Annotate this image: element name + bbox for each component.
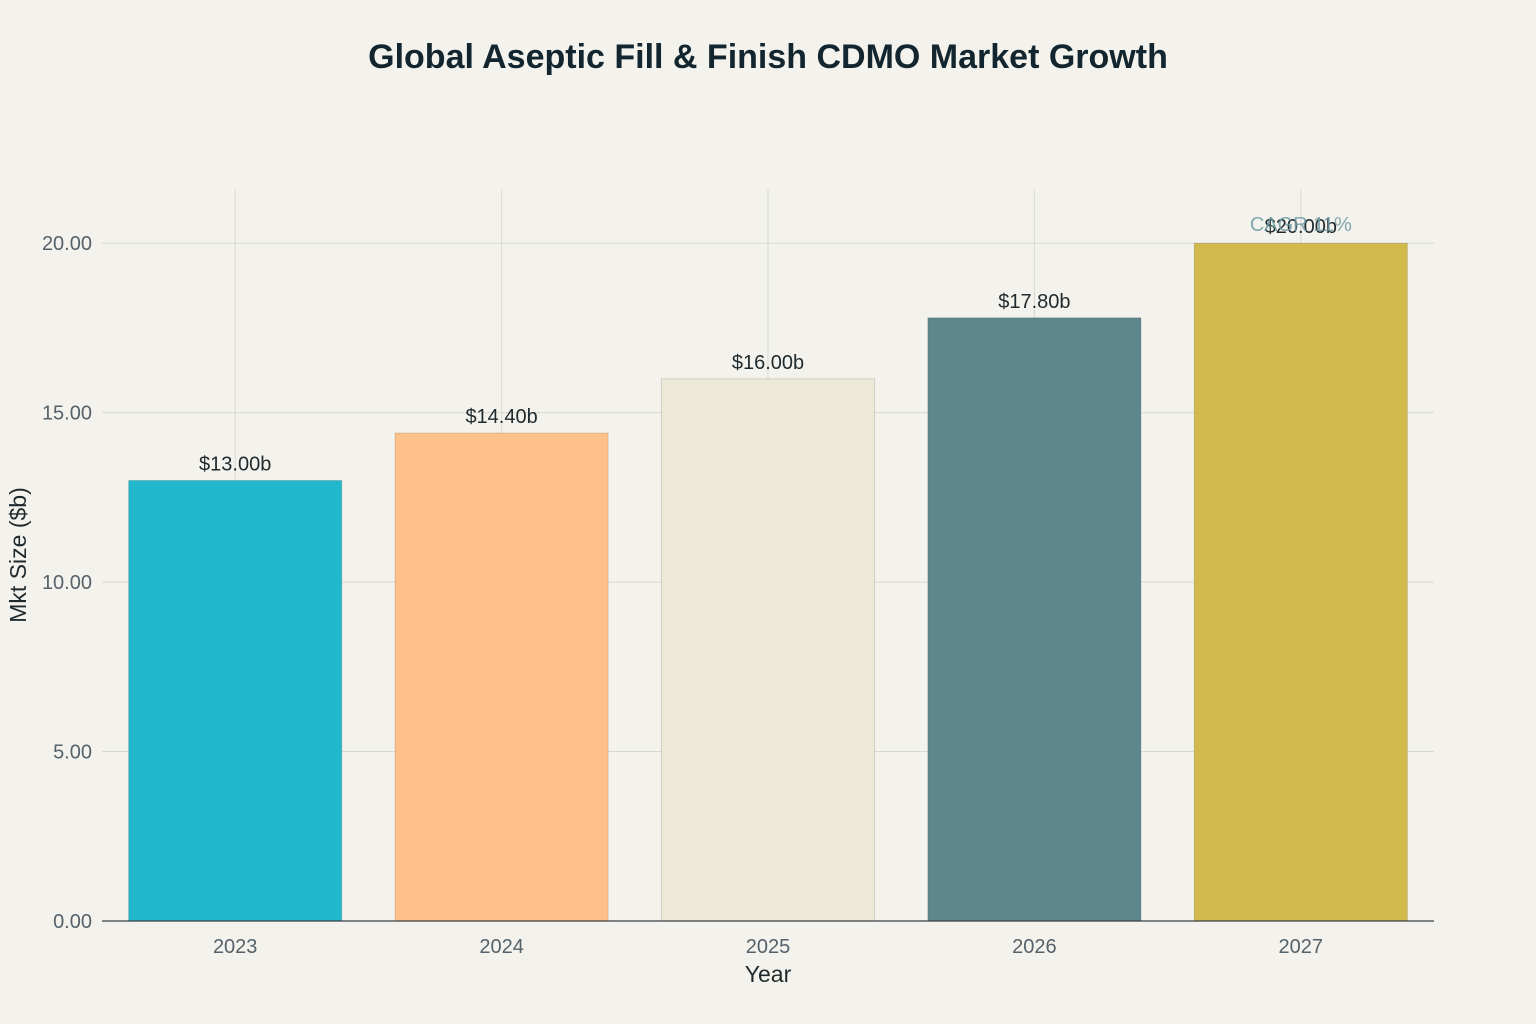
chart-title: Global Aseptic Fill & Finish CDMO Market… xyxy=(368,38,1168,76)
data-label-2023: $13.00b xyxy=(199,453,271,475)
data-label-2025: $16.00b xyxy=(732,352,804,374)
y-tick-label: 0.00 xyxy=(53,911,92,933)
bar-2026 xyxy=(927,317,1142,922)
bar-layer xyxy=(128,242,1408,922)
x-tick-label-2023: 2023 xyxy=(213,936,258,958)
y-tick-label: 10.00 xyxy=(42,572,92,594)
cagr-annotation: CAGR 11% xyxy=(1250,214,1352,236)
bar-2027 xyxy=(1193,242,1408,922)
y-axis-label: Mkt Size ($b) xyxy=(5,487,31,622)
x-tick-label-2027: 2027 xyxy=(1279,936,1324,958)
data-label-2027: $20.00b xyxy=(1265,216,1337,238)
axis-layer: 0.00 5.00 10.00 15.00 20.00 2023 2024 2025 2026 2… xyxy=(42,233,1434,958)
label-layer: $13.00b $14.40b $16.00b $17.80b $20.00bCAGR … xyxy=(199,214,1352,475)
data-label-2024: $14.40b xyxy=(465,406,537,428)
bar-2024 xyxy=(394,432,609,922)
bar-2023 xyxy=(128,479,343,922)
x-tick-label-2025: 2025 xyxy=(746,936,791,958)
x-axis-label: Year xyxy=(745,961,792,987)
y-tick-label: 15.00 xyxy=(42,403,92,425)
bar-2025 xyxy=(660,378,876,922)
x-tick-label-2026: 2026 xyxy=(1012,936,1057,958)
y-tick-label: 5.00 xyxy=(53,742,92,764)
x-tick-label-2024: 2024 xyxy=(479,936,524,958)
data-label-2026: $17.80b xyxy=(998,291,1070,313)
y-tick-label: 20.00 xyxy=(42,233,92,255)
